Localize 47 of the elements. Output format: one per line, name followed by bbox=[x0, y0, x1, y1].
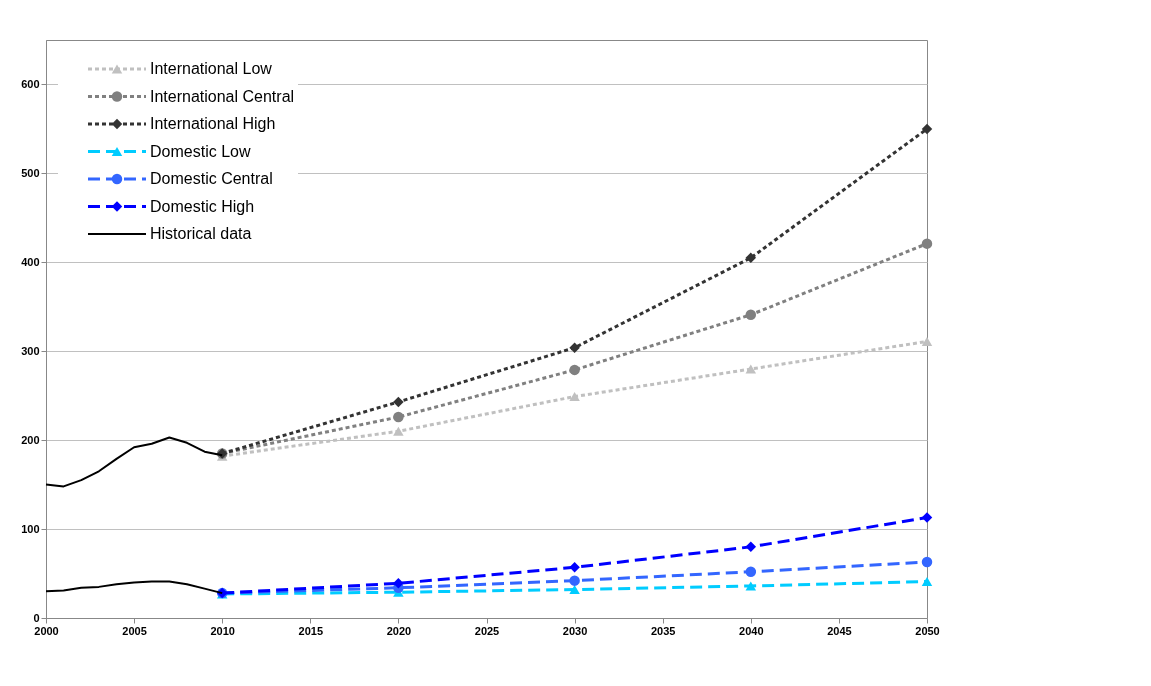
point bbox=[745, 309, 757, 321]
y-tick-label: 500 bbox=[21, 166, 40, 179]
point bbox=[921, 577, 933, 587]
point bbox=[569, 364, 580, 376]
point bbox=[569, 342, 580, 353]
point bbox=[745, 364, 757, 374]
y-tick-label: 300 bbox=[21, 344, 40, 357]
x-tick-label: 2020 bbox=[386, 624, 412, 637]
x-tick-label: 2010 bbox=[210, 624, 235, 637]
point bbox=[921, 336, 933, 346]
x-tick-label: 2050 bbox=[915, 624, 940, 637]
x-tick-label: 2025 bbox=[474, 624, 500, 637]
x-tick-label: 2035 bbox=[650, 624, 676, 637]
y-tick-label: 600 bbox=[21, 77, 40, 90]
y-tick-label: 0 bbox=[33, 611, 40, 624]
point bbox=[393, 411, 404, 423]
point bbox=[921, 512, 933, 523]
legend-label: Historical data bbox=[150, 225, 252, 242]
x-tick-label: 2015 bbox=[298, 624, 324, 637]
point bbox=[393, 396, 404, 408]
legend-label: International High bbox=[150, 115, 276, 132]
point bbox=[569, 585, 580, 595]
x-tick-label: 2030 bbox=[562, 624, 588, 637]
point bbox=[569, 562, 580, 573]
point bbox=[393, 426, 404, 436]
x-tick-label: 2000 bbox=[34, 624, 59, 637]
point bbox=[921, 556, 933, 568]
point bbox=[393, 578, 404, 589]
x-tick-label: 2040 bbox=[739, 624, 764, 637]
x-tick-label: 2045 bbox=[827, 624, 852, 637]
point bbox=[569, 392, 580, 402]
legend-label: Domestic High bbox=[150, 197, 255, 215]
y-tick-label: 400 bbox=[21, 255, 40, 268]
point bbox=[569, 575, 580, 586]
legend-label: International Central bbox=[150, 87, 295, 105]
point bbox=[921, 123, 933, 135]
x-tick-label: 2005 bbox=[122, 624, 147, 637]
legend-label: Domestic Low bbox=[150, 142, 251, 160]
legend-label: International Low bbox=[150, 60, 273, 77]
point bbox=[745, 566, 757, 577]
point bbox=[745, 581, 757, 591]
point bbox=[745, 252, 757, 264]
point bbox=[745, 541, 757, 553]
y-tick-label: 200 bbox=[21, 433, 40, 446]
legend-label: Domestic Central bbox=[150, 170, 273, 187]
point bbox=[921, 238, 933, 249]
y-tick-label: 100 bbox=[21, 522, 40, 535]
